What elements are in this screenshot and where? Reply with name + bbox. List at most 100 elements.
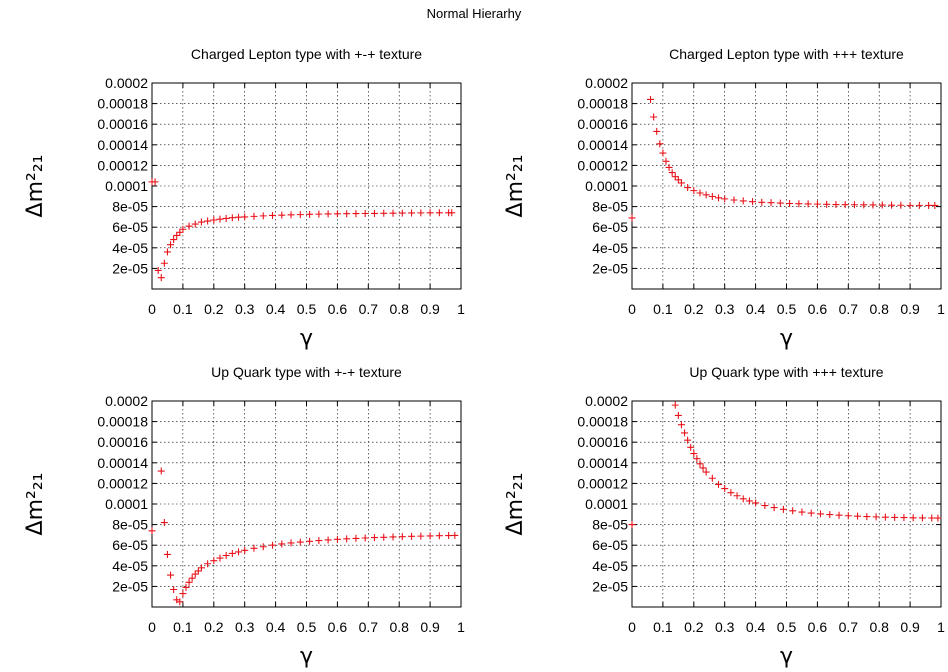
data-point [333, 210, 341, 218]
data-point [702, 468, 710, 476]
data-point [681, 429, 689, 437]
chart-title: Charged Lepton type with +-+ texture [191, 46, 422, 62]
y-axis-label: Δm²₂₁ [23, 473, 48, 536]
data-point [417, 209, 425, 217]
y-tick-label: 6e-05 [112, 219, 148, 235]
data-point [749, 198, 757, 206]
data-point [197, 218, 205, 226]
data-point [352, 210, 360, 218]
data-point [167, 571, 175, 579]
data-point [677, 179, 685, 187]
x-tick-label: 0 [148, 301, 156, 317]
y-tick-label: 0.00012 [97, 157, 148, 173]
x-tick-label: 0.6 [808, 619, 828, 635]
chart-panel-3: Up Quark type with +-+ texture 0 0.1 0.2 0.3… [23, 364, 465, 669]
data-point [179, 590, 187, 598]
y-tick-label: 0.00014 [577, 137, 628, 153]
y-tick-label: 4e-05 [592, 240, 628, 256]
data-point [770, 504, 778, 512]
data-point [389, 533, 397, 541]
x-tick-label: 0.4 [746, 619, 766, 635]
y-tick-label: 6e-05 [592, 537, 628, 553]
y-tick-label: 8e-05 [592, 517, 628, 533]
data-point [715, 480, 723, 488]
data-point [352, 534, 360, 542]
plot-frame [151, 82, 462, 290]
y-tick-label: 0.00012 [577, 475, 628, 491]
data-point [176, 598, 184, 606]
y-tick-label: 0.00016 [97, 116, 148, 132]
data-point [170, 585, 178, 593]
data-point [191, 570, 199, 578]
data-point [380, 533, 388, 541]
data-point [197, 564, 205, 572]
data-point [370, 209, 378, 217]
x-tick-label: 0.3 [715, 301, 735, 317]
data-point [841, 201, 849, 209]
data-point [154, 266, 162, 274]
data-point [888, 201, 896, 209]
y-tick-label: 0.00014 [97, 137, 148, 153]
data-point [696, 460, 704, 468]
y-axis-label: Δm²₂₁ [23, 155, 48, 218]
data-point [216, 554, 224, 562]
plot-frame [631, 82, 942, 290]
data-point [708, 193, 716, 201]
x-tick-label: 0.3 [235, 619, 255, 635]
data-point [361, 210, 369, 218]
data-point [684, 436, 692, 444]
data-point [241, 546, 249, 554]
y-tick-label: 0.00012 [97, 475, 148, 491]
x-tick-label: 0.4 [266, 301, 286, 317]
y-axis-label: Δm²₂₁ [503, 473, 528, 536]
y-tick-label: 0.0002 [105, 393, 148, 409]
data-point [854, 512, 862, 520]
data-point [170, 236, 178, 244]
y-tick-label: 8e-05 [112, 517, 148, 533]
data-point [918, 514, 926, 522]
data-point [776, 199, 784, 207]
data-point [860, 201, 868, 209]
chart-title: Up Quark type with +-+ texture [211, 364, 402, 380]
chart-panel-4: Up Quark type with +++ texture 0 0.1 0.2 0.3… [503, 364, 945, 669]
data-point [216, 215, 224, 223]
data-point [752, 499, 760, 507]
x-tick-label: 1 [937, 301, 945, 317]
data-point [739, 495, 747, 503]
plot-frame [631, 400, 942, 608]
data-point [324, 536, 332, 544]
data-point [228, 549, 236, 557]
data-point [167, 241, 175, 249]
x-tick-label: 0.8 [869, 619, 889, 635]
data-point [906, 201, 914, 209]
data-point [674, 411, 682, 419]
x-tick-label: 1 [457, 619, 465, 635]
data-point [160, 519, 168, 527]
y-tick-label: 2e-05 [112, 578, 148, 594]
data-point [823, 200, 831, 208]
data-point [306, 210, 314, 218]
data-point [398, 209, 406, 217]
data-point [758, 198, 766, 206]
x-tick-label: 0.9 [900, 301, 920, 317]
x-tick-label: 0.2 [204, 301, 224, 317]
data-point [370, 534, 378, 542]
data-point [650, 113, 658, 121]
data-point [730, 196, 738, 204]
data-point [721, 195, 729, 203]
data-point [398, 533, 406, 541]
y-tick-label: 4e-05 [112, 558, 148, 574]
y-tick-label: 0.00016 [577, 116, 628, 132]
data-point [761, 502, 769, 510]
data-point [869, 201, 877, 209]
data-point [191, 220, 199, 228]
chart-panel-2: Charged Lepton type with +++ texture 0 0.1… [503, 46, 945, 351]
data-point [872, 513, 880, 521]
y-axis-label: Δm²₂₁ [503, 155, 528, 218]
data-point [804, 200, 812, 208]
data-point [690, 450, 698, 458]
data-point [671, 173, 679, 181]
x-tick-label: 0.7 [839, 301, 859, 317]
x-tick-label: 0.3 [235, 301, 255, 317]
x-tick-label: 0.5 [297, 619, 317, 635]
